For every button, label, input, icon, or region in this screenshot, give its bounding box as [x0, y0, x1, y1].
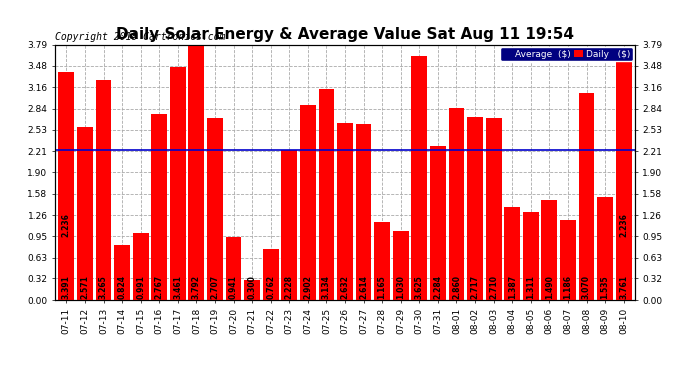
- Text: Copyright 2018 Cartronics.com: Copyright 2018 Cartronics.com: [55, 33, 226, 42]
- Text: 1.535: 1.535: [600, 275, 609, 298]
- Text: 0.941: 0.941: [229, 275, 238, 298]
- Text: 1.490: 1.490: [545, 275, 554, 298]
- Text: 2.614: 2.614: [359, 275, 368, 298]
- Bar: [170, 67, 186, 300]
- Text: 3.461: 3.461: [173, 275, 182, 298]
- Text: 0.300: 0.300: [248, 275, 257, 298]
- Text: 2.707: 2.707: [210, 274, 219, 298]
- Text: 2.902: 2.902: [304, 275, 313, 298]
- Bar: [615, 47, 631, 300]
- Text: 2.860: 2.860: [452, 274, 461, 298]
- Bar: [282, 150, 297, 300]
- Bar: [337, 123, 353, 300]
- Bar: [448, 108, 464, 300]
- Text: 1.387: 1.387: [508, 274, 517, 298]
- Bar: [411, 56, 427, 300]
- Text: 1.030: 1.030: [396, 275, 405, 298]
- Text: 3.391: 3.391: [62, 275, 71, 298]
- Bar: [226, 237, 241, 300]
- Bar: [430, 146, 446, 300]
- Bar: [523, 212, 539, 300]
- Text: 2.632: 2.632: [340, 275, 350, 298]
- Bar: [151, 114, 167, 300]
- Text: 0.762: 0.762: [266, 274, 275, 298]
- Text: 2.717: 2.717: [471, 274, 480, 298]
- Text: 3.070: 3.070: [582, 274, 591, 298]
- Bar: [597, 197, 613, 300]
- Text: 3.625: 3.625: [415, 275, 424, 298]
- Text: 2.571: 2.571: [81, 275, 90, 298]
- Legend: Average  ($), Daily   ($): Average ($), Daily ($): [500, 47, 633, 61]
- Bar: [486, 118, 502, 300]
- Bar: [132, 233, 148, 300]
- Text: 1.311: 1.311: [526, 275, 535, 298]
- Text: 2.767: 2.767: [155, 274, 164, 298]
- Bar: [374, 222, 390, 300]
- Bar: [263, 249, 279, 300]
- Text: 2.284: 2.284: [433, 274, 442, 298]
- Text: 0.824: 0.824: [117, 274, 126, 298]
- Bar: [393, 231, 408, 300]
- Bar: [355, 124, 371, 300]
- Text: 1.186: 1.186: [564, 274, 573, 298]
- Bar: [300, 105, 316, 300]
- Bar: [114, 244, 130, 300]
- Bar: [319, 89, 335, 300]
- Text: 2.228: 2.228: [285, 274, 294, 298]
- Bar: [542, 200, 558, 300]
- Bar: [560, 220, 576, 300]
- Bar: [59, 72, 75, 300]
- Bar: [77, 127, 93, 300]
- Text: 3.265: 3.265: [99, 275, 108, 298]
- Bar: [244, 280, 260, 300]
- Bar: [579, 93, 594, 300]
- Text: 2.236: 2.236: [62, 213, 71, 237]
- Bar: [96, 80, 111, 300]
- Bar: [207, 118, 223, 300]
- Title: Daily Solar Energy & Average Value Sat Aug 11 19:54: Daily Solar Energy & Average Value Sat A…: [116, 27, 574, 42]
- Text: 0.991: 0.991: [136, 275, 145, 298]
- Text: 3.134: 3.134: [322, 275, 331, 298]
- Text: 1.165: 1.165: [377, 275, 386, 298]
- Bar: [467, 117, 483, 300]
- Bar: [504, 207, 520, 300]
- Text: 2.236: 2.236: [619, 213, 628, 237]
- Text: 3.792: 3.792: [192, 274, 201, 298]
- Bar: [188, 45, 204, 300]
- Text: 2.710: 2.710: [489, 274, 498, 298]
- Text: 3.761: 3.761: [619, 274, 628, 298]
